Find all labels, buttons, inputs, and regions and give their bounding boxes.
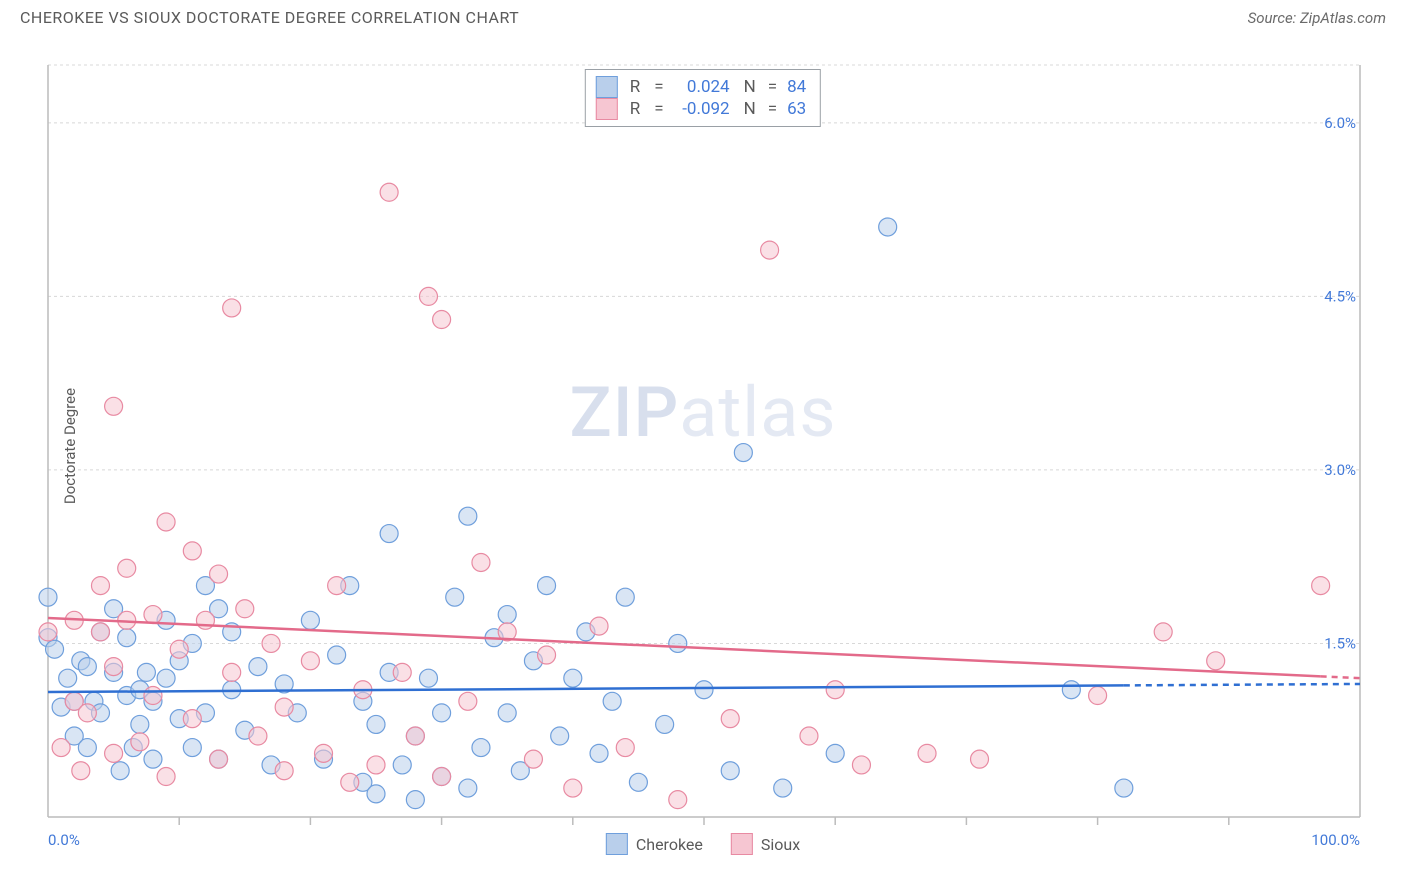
sioux-swatch-icon [731, 833, 753, 855]
cherokee-n-value: 84 [787, 77, 806, 97]
legend-label: Cherokee [636, 835, 703, 854]
sioux-swatch [596, 98, 618, 120]
correlation-row-cherokee: R= 0.024 N= 84 [596, 76, 806, 98]
sioux-r-value: -0.092 [672, 99, 730, 119]
svg-text:4.5%: 4.5% [1324, 287, 1356, 305]
series-legend: Cherokee Sioux [606, 833, 800, 855]
cherokee-r-value: 0.024 [672, 77, 730, 97]
svg-text:0.0%: 0.0% [48, 831, 80, 849]
svg-text:1.5%: 1.5% [1324, 634, 1356, 652]
page-title: CHEROKEE VS SIOUX DOCTORATE DEGREE CORRE… [20, 8, 519, 27]
y-axis-label: Doctorate Degree [61, 388, 79, 504]
legend-item-sioux: Sioux [731, 833, 800, 855]
legend-label: Sioux [761, 835, 800, 854]
cherokee-swatch-icon [606, 833, 628, 855]
correlation-row-sioux: R= -0.092 N= 63 [596, 98, 806, 120]
chart-container: Doctorate Degree ZIPatlas 1.5%3.0%4.5%6.… [0, 31, 1406, 861]
source-attribution: Source: ZipAtlas.com [1248, 9, 1386, 27]
svg-text:6.0%: 6.0% [1324, 114, 1356, 132]
svg-text:3.0%: 3.0% [1324, 461, 1356, 479]
sioux-n-value: 63 [787, 99, 806, 119]
correlation-legend: R= 0.024 N= 84 R= -0.092 N= 63 [585, 69, 821, 127]
svg-text:100.0%: 100.0% [1311, 831, 1360, 849]
cherokee-swatch [596, 76, 618, 98]
scatter-chart: 1.5% 3.0% 4.5% 6.0% 0.0% 100.0% [0, 31, 1406, 861]
legend-item-cherokee: Cherokee [606, 833, 703, 855]
